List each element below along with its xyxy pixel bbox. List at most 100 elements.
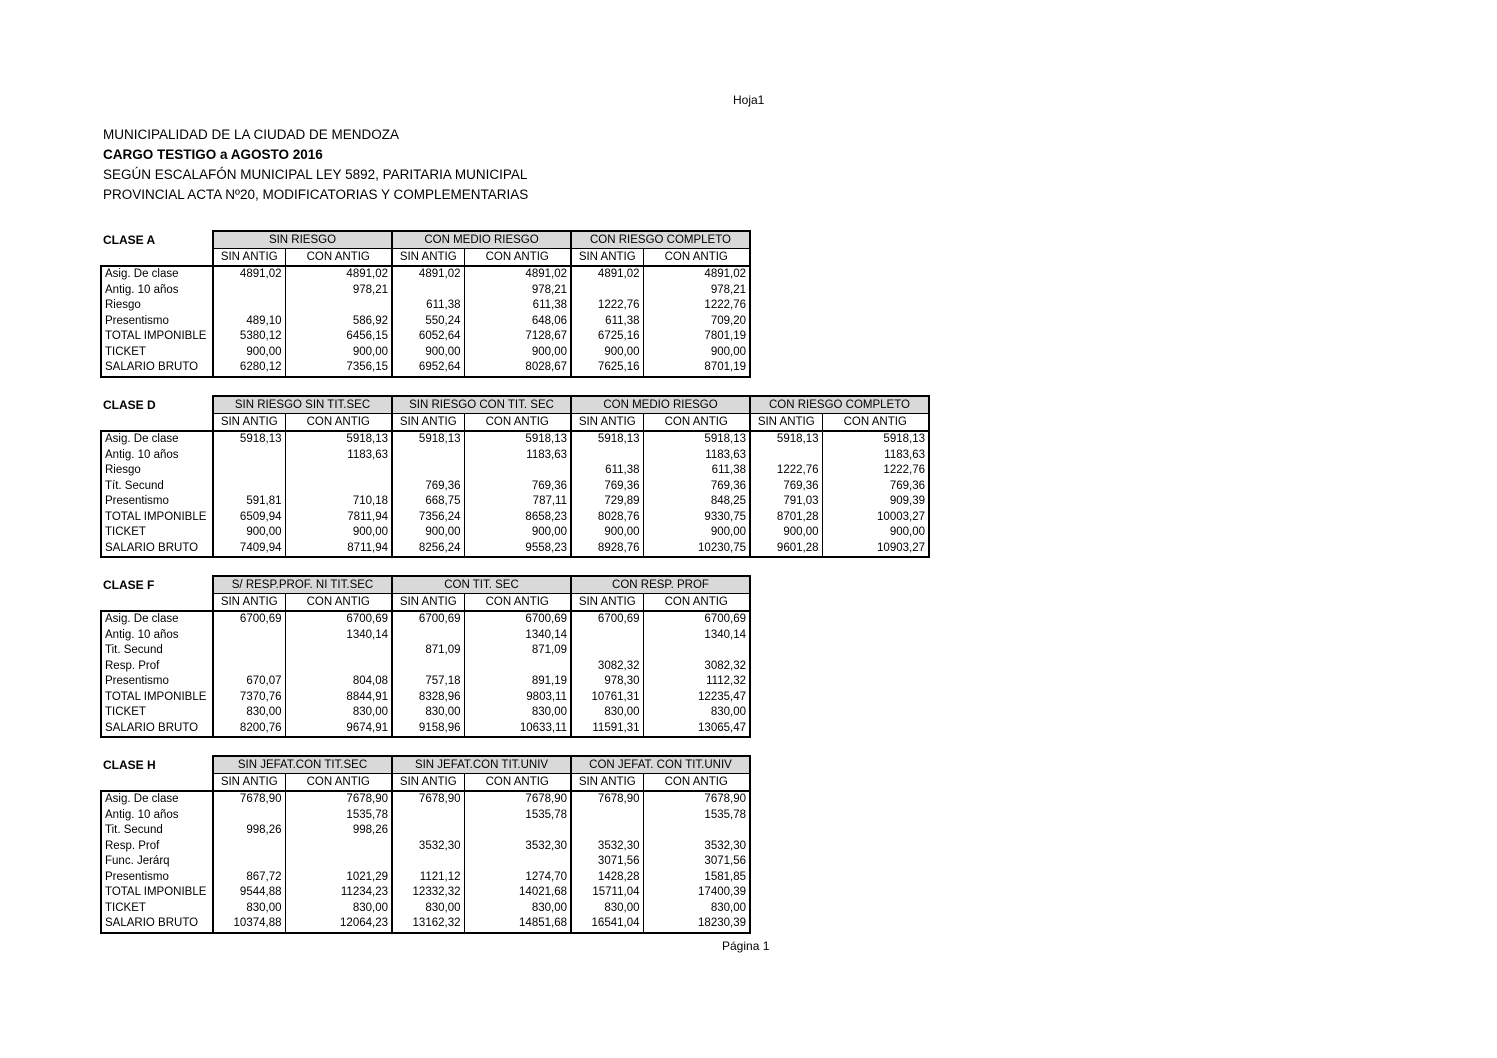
value-cell (284, 298, 392, 314)
subheader-sin-antig: SIN ANTIG (570, 593, 644, 612)
row-label: Resp. Prof (100, 658, 213, 674)
value-cell: 909,39 (821, 494, 930, 510)
empty-corner-cell (101, 249, 213, 267)
value-cell (212, 298, 285, 314)
value-cell (391, 658, 464, 674)
value-cell: 900,00 (570, 525, 643, 541)
column-group-header: CON RIESGO COMPLETO (570, 230, 751, 249)
value-cell: 4891,02 (391, 266, 464, 283)
value-cell (284, 478, 392, 494)
column-group-header: CON MEDIO RIESGO (570, 395, 751, 414)
subheader-sin-antig: SIN ANTIG (749, 413, 823, 432)
row-label: TICKET (100, 900, 213, 916)
value-cell: 10633,11 (463, 720, 571, 738)
value-cell: 7678,90 (212, 791, 285, 808)
value-cell: 1222,76 (642, 298, 751, 314)
table-row: SALARIO BRUTO 8200,76 9674,91 9158,96 10633,… (100, 720, 751, 738)
value-cell (284, 463, 392, 479)
value-cell: 611,38 (570, 463, 643, 479)
empty-corner-cell (101, 594, 213, 612)
table-row: TICKET 900,00 900,00 900,00 900,00 900,00 900,… (100, 344, 751, 360)
table-row: Resp. Prof 3082,32 3082,32 (100, 658, 751, 674)
value-cell: 8028,76 (570, 509, 643, 525)
row-label: Tít. Secund (100, 478, 213, 494)
doc-subtitle-1: SEGÚN ESCALAFÓN MUNICIPAL LEY 5892, PARI… (103, 167, 528, 182)
table-row: Tít. Secund 769,36 769,36 769,36 769,36 769,3… (100, 478, 930, 494)
value-cell: 6700,69 (570, 611, 643, 628)
value-cell: 1222,76 (749, 463, 822, 479)
column-group-header: CON TIT. SEC (391, 575, 572, 594)
value-cell: 900,00 (642, 525, 750, 541)
value-cell: 1428,28 (570, 869, 643, 885)
value-cell: 7625,16 (570, 360, 643, 378)
subheader-con-antig: CON ANTIG (642, 593, 751, 612)
value-cell: 830,00 (284, 900, 392, 916)
table-row: TOTAL IMPONIBLE 9544,88 11234,23 12332,32 14… (100, 885, 751, 901)
row-label: TOTAL IMPONIBLE (100, 329, 213, 345)
value-cell: 769,36 (749, 478, 822, 494)
subheader-sin-antig: SIN ANTIG (570, 413, 644, 432)
value-cell: 4891,02 (642, 266, 751, 283)
row-label: TOTAL IMPONIBLE (100, 509, 213, 525)
row-label: Presentismo (100, 313, 213, 329)
value-cell: 13162,32 (391, 916, 464, 934)
value-cell: 7128,67 (463, 329, 571, 345)
subheader-sin-antig: SIN ANTIG (391, 593, 465, 612)
value-cell: 1183,63 (821, 447, 930, 463)
row-label: Presentismo (100, 494, 213, 510)
value-cell (391, 823, 464, 839)
value-cell: 12332,32 (391, 885, 464, 901)
subheader-sin-antig: SIN ANTIG (391, 413, 465, 432)
value-cell: 3082,32 (570, 658, 643, 674)
value-cell (391, 627, 464, 643)
value-cell: 848,25 (642, 494, 750, 510)
subheader-sin-antig: SIN ANTIG (212, 773, 286, 792)
value-cell: 900,00 (284, 344, 392, 360)
value-cell: 830,00 (642, 705, 751, 721)
value-cell: 1535,78 (642, 807, 751, 823)
value-cell: 7678,90 (391, 791, 464, 808)
table-row: TOTAL IMPONIBLE 6509,94 7811,94 7356,24 8658… (100, 509, 930, 525)
row-label: SALARIO BRUTO (100, 360, 213, 378)
table-row: Presentismo 670,07 804,08 757,18 891,19 978,3… (100, 674, 751, 690)
table-row: Presentismo 591,81 710,18 668,75 787,11 729,8… (100, 494, 930, 510)
value-cell: 10761,31 (570, 689, 643, 705)
row-label: SALARIO BRUTO (100, 916, 213, 934)
value-cell: 769,36 (821, 478, 930, 494)
value-cell: 900,00 (821, 525, 930, 541)
doc-subtitle-2: PROVINCIAL ACTA Nº20, MODIFICATORIAS Y C… (103, 187, 529, 202)
salary-table-clase-h: CLASE H SIN JEFAT.CON TIT.SEC SIN JEFAT.CO… (100, 755, 751, 934)
row-label: TOTAL IMPONIBLE (100, 689, 213, 705)
row-label: Asig. De clase (100, 790, 213, 808)
value-cell (570, 627, 643, 643)
value-cell: 3532,30 (642, 838, 751, 854)
table-row: Presentismo 867,72 1021,29 1121,12 1274,70 14… (100, 869, 751, 885)
value-cell: 5918,13 (463, 431, 571, 448)
table-row: TOTAL IMPONIBLE 5380,12 6456,15 6052,64 7128… (100, 329, 751, 345)
row-label: Resp. Prof (100, 838, 213, 854)
table-row: Asig. De clase 7678,90 7678,90 7678,90 7678,… (100, 790, 751, 808)
value-cell (570, 807, 643, 823)
value-cell: 830,00 (212, 705, 285, 721)
table-row: Tit. Secund 871,09 871,09 (100, 643, 751, 659)
subheader-con-antig: CON ANTIG (463, 413, 572, 432)
table-row: Antig. 10 años 978,21 978,21 978,21 (100, 282, 751, 298)
value-cell: 830,00 (463, 705, 571, 721)
value-cell: 668,75 (391, 494, 464, 510)
value-cell: 4891,02 (463, 266, 571, 283)
value-cell: 900,00 (391, 344, 464, 360)
value-cell: 14851,68 (463, 916, 571, 934)
table-row: Asig. De clase 6700,69 6700,69 6700,69 6700,… (100, 610, 751, 628)
table-row: Func. Jerárq 3071,56 3071,56 (100, 854, 751, 870)
value-cell: 871,09 (391, 643, 464, 659)
value-cell: 998,26 (284, 823, 392, 839)
value-cell: 5918,13 (284, 431, 392, 448)
value-cell: 709,20 (642, 313, 751, 329)
table-row: Asig. De clase 5918,13 5918,13 5918,13 5918,… (100, 430, 930, 448)
value-cell: 6700,69 (284, 611, 392, 628)
value-cell (749, 447, 822, 463)
value-cell: 7678,90 (284, 791, 392, 808)
value-cell: 591,81 (212, 494, 285, 510)
subheader-con-antig: CON ANTIG (642, 773, 751, 792)
